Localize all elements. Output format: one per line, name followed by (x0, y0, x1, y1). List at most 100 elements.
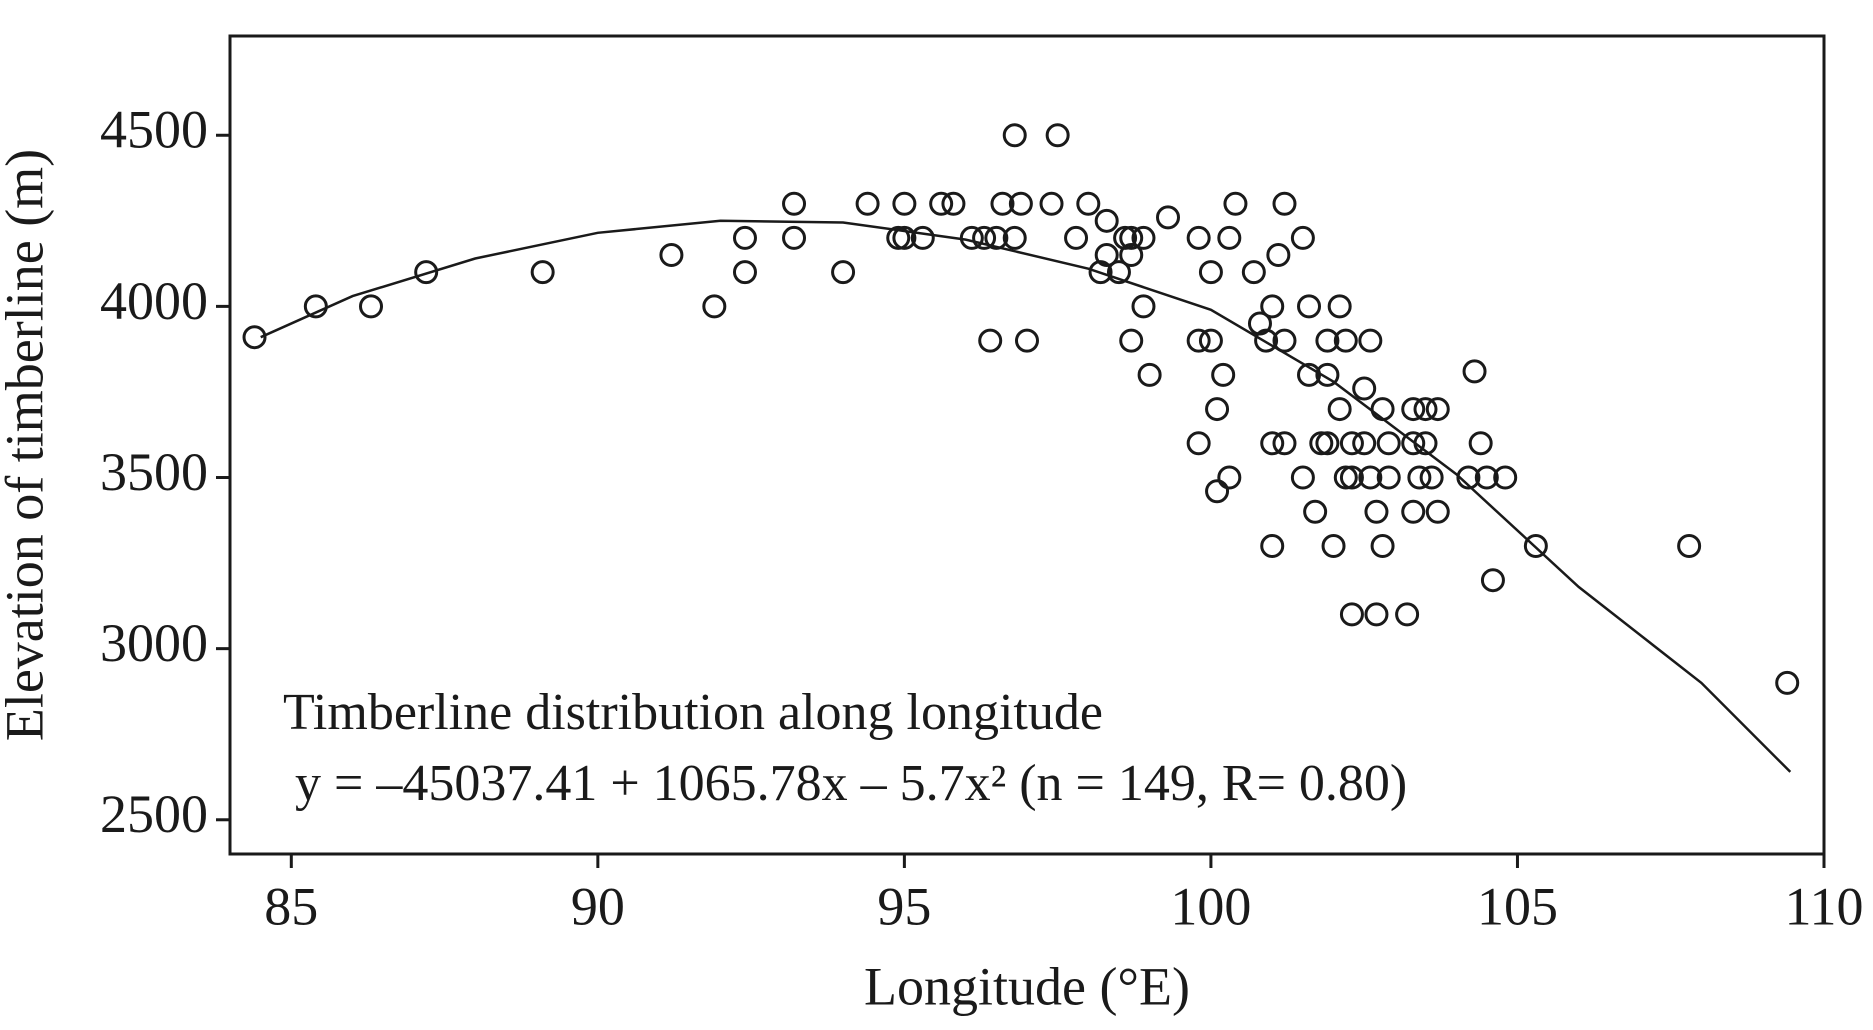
data-point (1002, 225, 1027, 250)
data-point (959, 225, 984, 250)
data-point (1775, 670, 1800, 695)
y-tick-label: 3000 (100, 613, 208, 673)
data-point (1205, 397, 1230, 422)
data-point (1156, 205, 1181, 230)
x-tick-label: 110 (1785, 876, 1864, 936)
plot-frame (228, 34, 1826, 856)
data-point (1008, 191, 1033, 216)
y-tick-label: 2500 (100, 784, 208, 844)
data-point (886, 225, 911, 250)
data-point (659, 243, 684, 268)
x-axis-label: Longitude (°E) (864, 956, 1190, 1016)
data-point (1401, 397, 1426, 422)
data-point (1462, 359, 1487, 384)
data-point (1303, 499, 1328, 524)
x-tick-label: 105 (1477, 876, 1558, 936)
data-point (1333, 465, 1358, 490)
data-point (782, 225, 807, 250)
data-point (1094, 208, 1119, 233)
data-point (1401, 499, 1426, 524)
data-point (1131, 225, 1156, 250)
y-tick-label: 4000 (100, 271, 208, 331)
data-point (1315, 362, 1340, 387)
data-point (1315, 328, 1340, 353)
data-point (1425, 499, 1450, 524)
data-point (831, 260, 856, 285)
y-tick-label: 4500 (100, 100, 208, 160)
data-point (1297, 294, 1322, 319)
x-tick-label: 95 (877, 876, 931, 936)
data-point (1468, 431, 1493, 456)
data-point (984, 225, 1009, 250)
data-point (1364, 499, 1389, 524)
data-point (1290, 225, 1315, 250)
data-point (1395, 602, 1420, 627)
data-point (1186, 431, 1211, 456)
x-tick-label: 90 (571, 876, 625, 936)
data-point (1272, 431, 1297, 456)
data-point (1339, 465, 1364, 490)
data-point (1260, 431, 1285, 456)
data-point (1358, 465, 1383, 490)
data-point (1064, 225, 1089, 250)
data-point (1339, 431, 1364, 456)
data-point (1039, 191, 1064, 216)
data-point (1260, 533, 1285, 558)
data-point (1211, 362, 1236, 387)
data-point (1217, 225, 1242, 250)
data-point (1376, 465, 1401, 490)
data-point (1677, 533, 1702, 558)
data-point (1315, 431, 1340, 456)
data-point (972, 225, 997, 250)
data-point (1370, 397, 1395, 422)
data-point (1260, 294, 1285, 319)
data-point (242, 325, 267, 350)
data-point (1523, 533, 1548, 558)
data-point (732, 225, 757, 250)
data-point (1321, 533, 1346, 558)
data-point (1376, 431, 1401, 456)
data-point (1474, 465, 1499, 490)
data-point (1493, 465, 1518, 490)
data-point (1297, 362, 1322, 387)
data-point (1425, 397, 1450, 422)
x-tick-label: 85 (264, 876, 318, 936)
data-point (1364, 602, 1389, 627)
data-point (1272, 328, 1297, 353)
fit-curve (260, 219, 1792, 773)
data-point (1205, 479, 1230, 504)
data-point (1266, 243, 1291, 268)
data-point (1223, 191, 1248, 216)
data-point (1076, 191, 1101, 216)
data-point (1241, 260, 1266, 285)
data-point (1480, 568, 1505, 593)
data-point (1198, 260, 1223, 285)
data-point (1119, 328, 1144, 353)
annotation-title: Timberline distribution along longitude (283, 684, 1103, 741)
data-point (1358, 328, 1383, 353)
data-point (1198, 328, 1223, 353)
data-point (1309, 431, 1334, 456)
data-point (732, 260, 757, 285)
y-axis-label: Elevation of timberline (m) (0, 149, 54, 741)
data-point (1456, 465, 1481, 490)
data-point (359, 294, 384, 319)
data-point (782, 191, 807, 216)
data-point (1131, 294, 1156, 319)
data-point (941, 191, 966, 216)
data-point (1254, 328, 1279, 353)
data-point (1106, 260, 1131, 285)
data-point (1217, 465, 1242, 490)
data-point (1045, 123, 1070, 148)
data-point (1333, 328, 1358, 353)
data-point (1370, 533, 1395, 558)
data-point (929, 191, 954, 216)
data-point (892, 191, 917, 216)
data-point (910, 225, 935, 250)
data-point (1186, 225, 1211, 250)
data-point (978, 328, 1003, 353)
data-point (1327, 397, 1352, 422)
data-point (1352, 431, 1377, 456)
